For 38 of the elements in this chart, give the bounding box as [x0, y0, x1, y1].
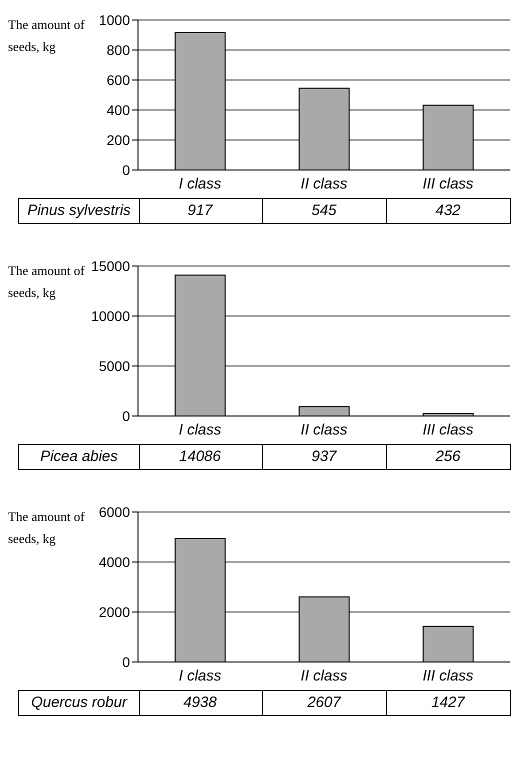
y-tick-label: 600: [106, 72, 130, 88]
y-tick-label: 1000: [98, 12, 130, 28]
text: Quercus robur: [18, 690, 140, 716]
x-tick-label: II class: [300, 176, 348, 193]
y-axis-title: The amount of seeds, kg: [8, 263, 85, 300]
data-label: 432: [386, 198, 511, 224]
y-tick-label: 10000: [91, 308, 130, 324]
data-label: 2607: [262, 690, 387, 716]
y-tick-label: 15000: [91, 258, 130, 274]
x-tick-label: I class: [178, 668, 222, 685]
x-tick-label: III class: [422, 668, 474, 685]
data-label: 545: [262, 198, 387, 224]
y-axis-title: The amount of seeds, kg: [8, 508, 86, 548]
y-tick-label: 2000: [98, 604, 130, 620]
y-tick-label: 800: [106, 42, 130, 58]
data-label: 937: [262, 444, 387, 470]
y-tick-label: 400: [106, 102, 130, 118]
x-tick-label: I class: [178, 176, 222, 193]
text: Picea abies: [18, 444, 140, 470]
y-tick-label: 0: [122, 654, 130, 670]
data-label: 14086: [138, 444, 263, 470]
y-tick-label: 0: [122, 408, 130, 424]
data-label: 4938: [138, 690, 263, 716]
text: Pinus sylvestris: [18, 198, 140, 224]
y-tick-label: 0: [122, 162, 130, 178]
x-tick-label: I class: [178, 422, 222, 439]
x-tick-label: II class: [300, 422, 348, 439]
y-tick-label: 5000: [98, 358, 130, 374]
data-label: 1427: [386, 690, 511, 716]
y-tick-label: 6000: [98, 504, 130, 520]
x-tick-label: II class: [300, 668, 348, 685]
data-label: 256: [386, 444, 511, 470]
x-tick-label: III class: [422, 176, 474, 193]
y-tick-label: 4000: [98, 554, 130, 570]
y-axis-title: The amount of seeds, kg: [8, 16, 86, 56]
data-label: 917: [138, 198, 263, 224]
x-tick-label: III class: [422, 422, 474, 439]
y-tick-label: 200: [106, 132, 130, 148]
